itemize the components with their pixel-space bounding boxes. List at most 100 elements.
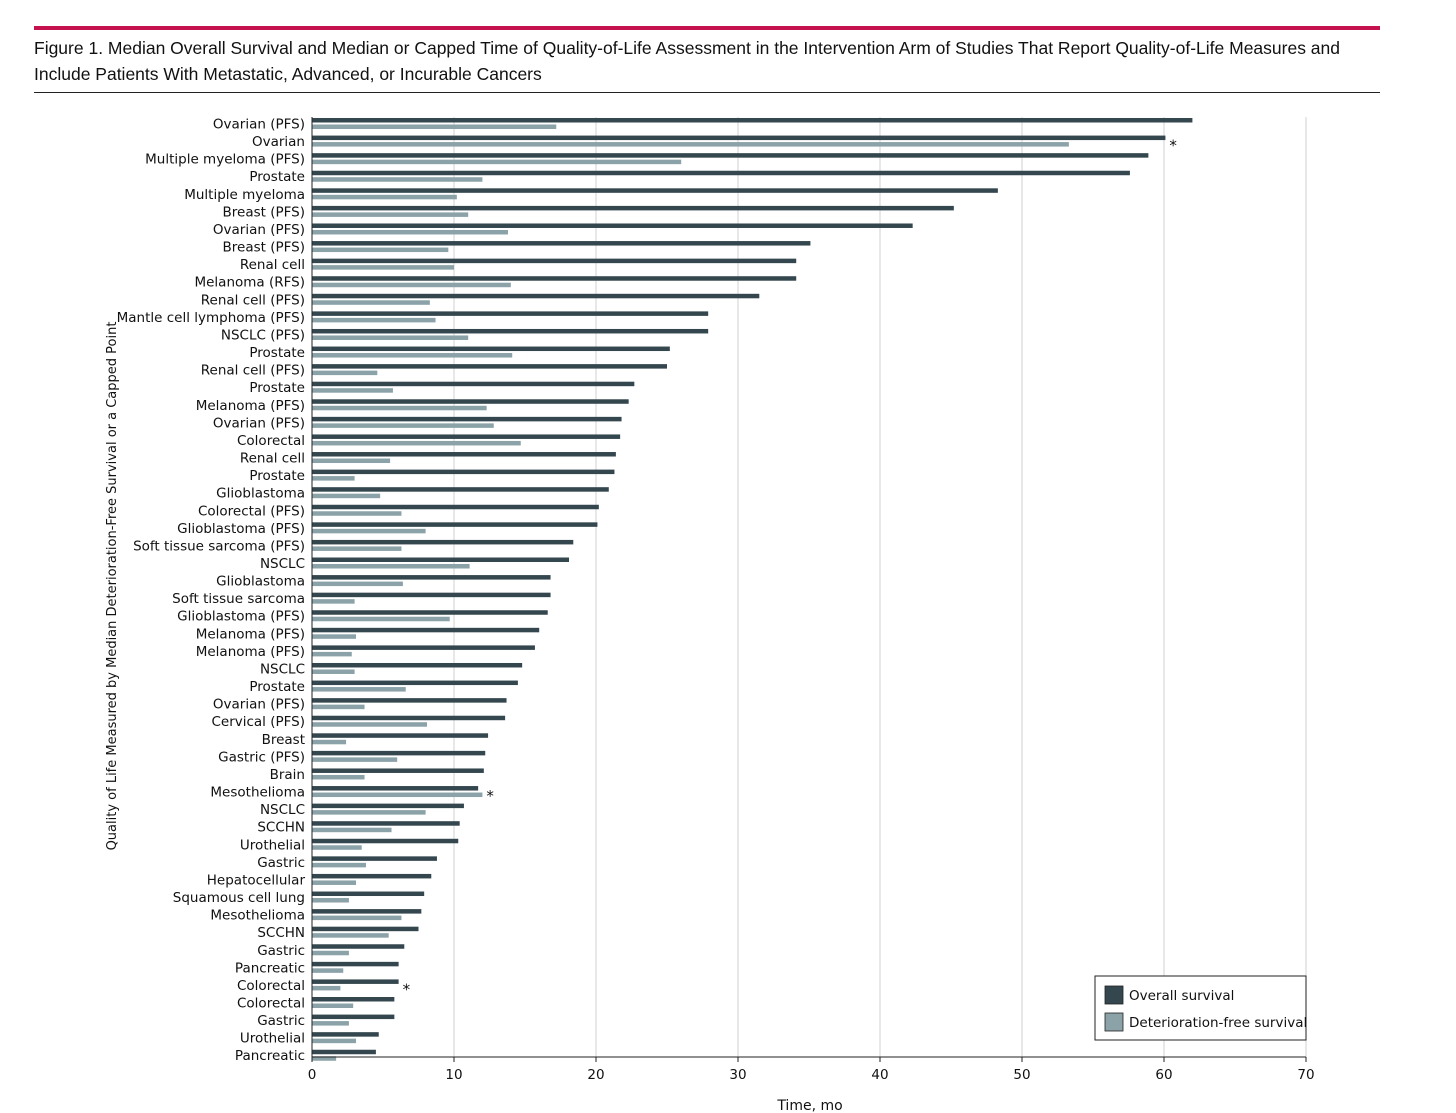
bar-deterioration-free-survival (312, 950, 349, 956)
bar-deterioration-free-survival (312, 212, 469, 217)
bar-deterioration-free-survival (312, 757, 398, 762)
bar-overall-survival (312, 1032, 379, 1037)
category-label: Renal cell (PFS) (201, 292, 305, 308)
bar-deterioration-free-survival (312, 651, 352, 657)
bar-overall-survival (312, 592, 551, 598)
bar-overall-survival (312, 170, 1130, 176)
asterisk-annotation: * (486, 787, 494, 805)
bar-deterioration-free-survival (312, 581, 403, 587)
y-axis-label: Quality of Life Measured by Median Deter… (105, 322, 120, 851)
bar-deterioration-free-survival (312, 898, 349, 903)
bar-deterioration-free-survival (312, 353, 513, 358)
bar-deterioration-free-survival (312, 300, 430, 305)
figure-title: Figure 1. Median Overall Survival and Me… (34, 38, 1341, 84)
bar-deterioration-free-survival (312, 616, 450, 622)
bar-overall-survival (312, 381, 635, 387)
category-label: Colorectal (PFS) (198, 503, 305, 519)
category-label: Ovarian (PFS) (213, 222, 305, 238)
category-label: Mantle cell lymphoma (PFS) (117, 310, 305, 326)
category-label: Brain (270, 767, 305, 783)
bar-deterioration-free-survival (312, 458, 391, 464)
bar-deterioration-free-survival (312, 1003, 354, 1008)
bar-deterioration-free-survival (312, 440, 521, 446)
category-label: Ovarian (PFS) (213, 697, 305, 713)
bar-deterioration-free-survival (312, 159, 682, 165)
category-label: Urothelial (240, 1031, 305, 1047)
category-label: Colorectal (237, 978, 305, 994)
bar-deterioration-free-survival (312, 1038, 357, 1044)
title-divider (34, 92, 1380, 93)
bars (312, 118, 1193, 1061)
bar-overall-survival (312, 803, 464, 809)
bar-overall-survival (312, 205, 954, 211)
bar-overall-survival (312, 926, 419, 932)
category-label: Gastric (257, 943, 305, 959)
bar-overall-survival (312, 416, 622, 422)
category-label: Prostate (249, 345, 305, 361)
category-label: Prostate (249, 468, 305, 484)
bar-deterioration-free-survival (312, 194, 457, 200)
bar-overall-survival (312, 153, 1149, 158)
x-axis-ticks: 0 10 20 30 40 50 60 70 (308, 117, 1315, 1083)
category-label: Mesothelioma (210, 908, 305, 924)
bar-overall-survival (312, 944, 405, 949)
bar-overall-survival (312, 979, 399, 984)
category-label: Glioblastoma (PFS) (177, 609, 305, 625)
tick-label-50: 50 (1013, 1067, 1030, 1083)
legend-label-deterioration-free-survival: Deterioration-free survival (1129, 1015, 1307, 1031)
bar-deterioration-free-survival (312, 282, 511, 288)
tick-label-0: 0 (308, 1067, 317, 1083)
bar-overall-survival (312, 328, 709, 334)
bar-deterioration-free-survival (312, 177, 483, 182)
category-label: Hepatocellular (207, 872, 306, 888)
category-label: SCCHN (257, 820, 305, 836)
title-accent-rule (34, 26, 1380, 30)
category-label: Renal cell (240, 451, 305, 467)
gridlines (453, 117, 1307, 1057)
bar-overall-survival (312, 1014, 395, 1020)
bar-deterioration-free-survival (312, 564, 470, 569)
tick-label-20: 20 (587, 1067, 604, 1083)
category-label: Melanoma (PFS) (196, 644, 305, 660)
bar-deterioration-free-survival (312, 792, 483, 798)
category-label: NSCLC (260, 802, 305, 818)
tick-label-70: 70 (1297, 1067, 1314, 1083)
bar-overall-survival (312, 311, 709, 316)
category-label: Melanoma (PFS) (196, 398, 305, 414)
asterisk-annotation: * (403, 980, 411, 998)
bar-deterioration-free-survival (312, 827, 392, 833)
bar-deterioration-free-survival (312, 423, 494, 428)
bar-overall-survival (312, 557, 570, 562)
bar-deterioration-free-survival (312, 862, 366, 868)
bar-deterioration-free-survival (312, 845, 362, 850)
bar-overall-survival (312, 364, 667, 369)
bar-overall-survival (312, 293, 760, 299)
bar-overall-survival (312, 118, 1193, 123)
bar-deterioration-free-survival (312, 1056, 337, 1061)
x-axis-label: Time, mo (776, 1098, 842, 1113)
bar-deterioration-free-survival (312, 880, 357, 885)
bar-overall-survival (312, 539, 574, 545)
bar-overall-survival (312, 469, 615, 475)
bar-deterioration-free-survival (312, 335, 469, 340)
category-label: Ovarian (252, 134, 305, 150)
bar-overall-survival (312, 997, 395, 1002)
bar-deterioration-free-survival (312, 722, 428, 727)
tick-label-30: 30 (729, 1067, 746, 1083)
bar-deterioration-free-survival (312, 388, 393, 393)
category-label: Breast (262, 732, 305, 748)
bar-overall-survival (312, 135, 1166, 141)
category-label: Soft tissue sarcoma (PFS) (133, 538, 305, 554)
bar-overall-survival (312, 627, 540, 633)
bar-overall-survival (312, 961, 399, 967)
bar-deterioration-free-survival (312, 511, 402, 516)
category-label: Breast (PFS) (223, 240, 305, 256)
bar-deterioration-free-survival (312, 405, 487, 411)
category-label: Glioblastoma (216, 486, 305, 502)
bar-overall-survival (312, 276, 797, 281)
category-label: NSCLC (260, 661, 305, 677)
tick-label-40: 40 (871, 1067, 888, 1083)
legend: Overall survival Deterioration-free surv… (1094, 975, 1307, 1041)
category-label: Prostate (249, 380, 305, 396)
category-label: Pancreatic (235, 1048, 305, 1064)
